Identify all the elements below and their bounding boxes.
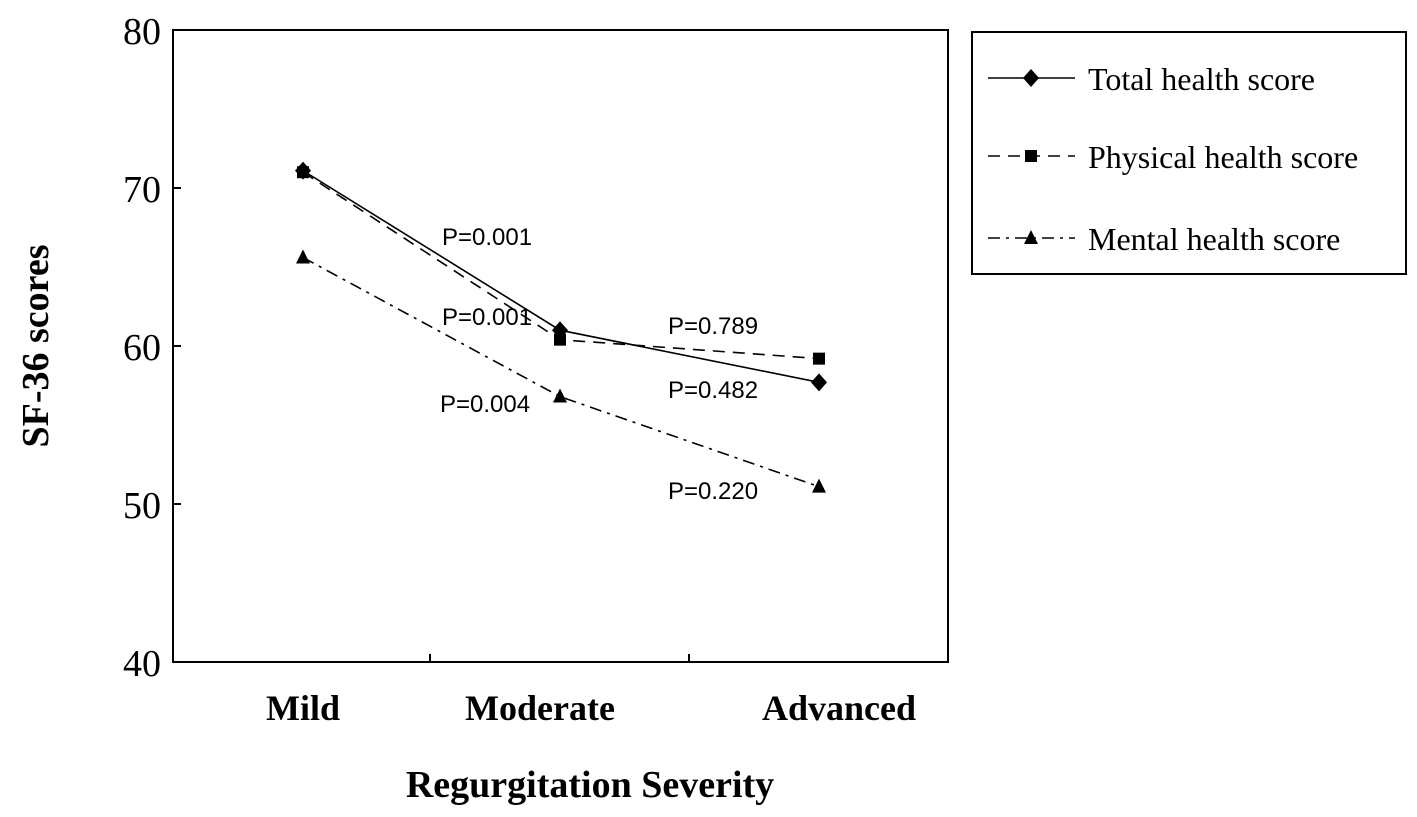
y-axis-title: SF-36 scores bbox=[15, 245, 57, 448]
x-axis-title: Regurgitation Severity bbox=[406, 764, 774, 806]
data-point-triangle bbox=[553, 388, 567, 403]
legend-item: Total health score bbox=[988, 61, 1315, 97]
p-value-annotation: P=0.789 bbox=[668, 313, 758, 340]
plot-area bbox=[172, 29, 949, 663]
legend: Total health score Physical health score M… bbox=[971, 31, 1407, 275]
p-value-annotation: P=0.482 bbox=[668, 377, 758, 404]
y-tick-label: 40 bbox=[123, 643, 161, 685]
series-layer bbox=[295, 161, 827, 493]
data-point-square bbox=[1025, 150, 1037, 162]
legend-item: Mental health score bbox=[988, 221, 1340, 257]
legend-item: Physical health score bbox=[988, 139, 1358, 175]
legend-label: Total health score bbox=[1088, 61, 1315, 97]
data-point-square bbox=[297, 166, 309, 179]
y-axis: 40 50 60 70 80 bbox=[123, 11, 181, 685]
legend-box bbox=[971, 31, 1407, 275]
y-tick-label: 70 bbox=[123, 169, 161, 211]
data-point-triangle bbox=[1024, 230, 1038, 244]
y-tick-label: 80 bbox=[123, 11, 161, 53]
data-point-diamond bbox=[811, 373, 827, 392]
series-square bbox=[297, 166, 825, 365]
series-line bbox=[302, 256, 820, 488]
series-triangle bbox=[296, 249, 826, 493]
x-tick-label: Advanced bbox=[762, 688, 916, 728]
x-tick-label: Moderate bbox=[465, 688, 615, 728]
data-point-triangle bbox=[812, 478, 826, 493]
legend-label: Physical health score bbox=[1088, 139, 1358, 175]
p-value-annotation: P=0.001 bbox=[442, 224, 532, 251]
legend-label: Mental health score bbox=[1088, 221, 1340, 257]
x-tick-label: Mild bbox=[266, 688, 340, 728]
data-point-triangle bbox=[296, 249, 310, 264]
data-point-square bbox=[554, 333, 566, 346]
series-line bbox=[302, 169, 820, 384]
y-tick-label: 50 bbox=[123, 485, 161, 527]
data-point-square bbox=[813, 352, 825, 365]
series-diamond bbox=[295, 161, 827, 392]
p-value-annotation: P=0.004 bbox=[440, 391, 530, 418]
x-axis: Mild Moderate Advanced bbox=[266, 654, 916, 728]
annotation-layer: P=0.001 P=0.001 P=0.004 P=0.789 P=0.482 P=0.2… bbox=[440, 224, 758, 505]
p-value-annotation: P=0.001 bbox=[442, 304, 532, 331]
y-tick-label: 60 bbox=[123, 327, 161, 369]
data-point-diamond bbox=[1023, 69, 1039, 87]
p-value-annotation: P=0.220 bbox=[668, 478, 758, 505]
